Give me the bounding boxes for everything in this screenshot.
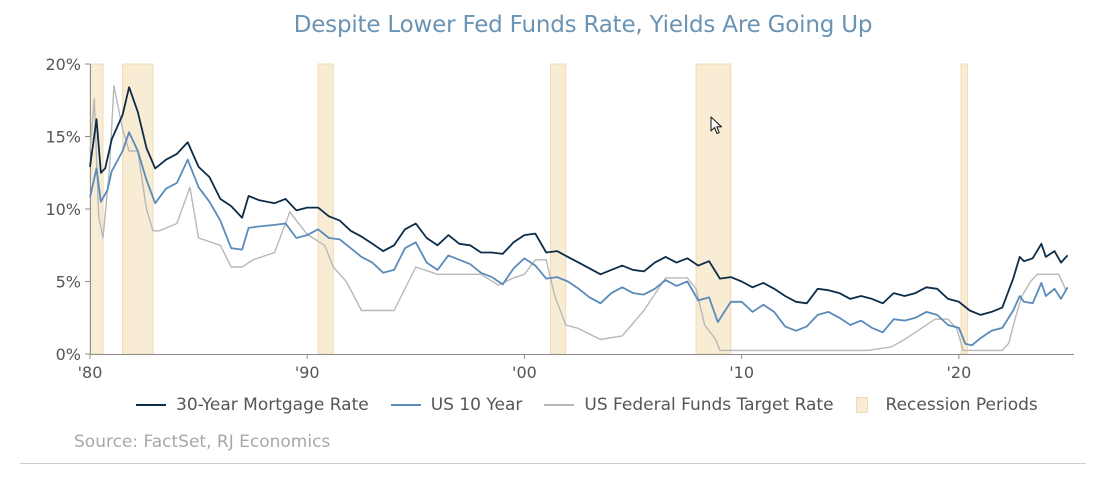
recession-band-1 — [89, 63, 104, 355]
y-tick-label-3: 15% — [45, 128, 81, 147]
source-note: Source: FactSet, RJ Economics — [74, 432, 331, 452]
y-tick-label-1: 5% — [56, 273, 81, 292]
series-lines — [89, 85, 1069, 352]
legend-swatch-mortgage — [136, 403, 166, 407]
series-line-fed-funds — [89, 86, 1069, 316]
x-tick-label-2: '00 — [512, 363, 537, 382]
series-line-10-year — [89, 131, 1069, 347]
legend-item-10-year: US 10 Year — [390, 395, 523, 415]
legend-swatch-fed-funds — [544, 403, 575, 407]
legend-label-mortgage: 30-Year Mortgage Rate — [176, 395, 369, 415]
y-tick-label-0: 0% — [56, 345, 81, 364]
plot-area: 0% 5% 10% 15% 20% '80 '90 '00 '10 '20 — [45, 55, 1074, 382]
legend-swatch-recession — [855, 397, 868, 413]
recession-band-2 — [122, 63, 154, 355]
x-tick-label-4: '20 — [946, 363, 971, 382]
chart-title: Despite Lower Fed Funds Rate, Yields Are… — [293, 12, 873, 38]
legend-item-mortgage: 30-Year Mortgage Rate — [136, 395, 369, 415]
legend-item-recession: Recession Periods — [855, 395, 1038, 415]
legend-label-recession: Recession Periods — [885, 395, 1038, 415]
mouse-cursor-icon — [710, 116, 723, 135]
legend: 30-Year Mortgage Rate US 10 Year US Fede… — [136, 394, 1060, 416]
axis-ticks: 0% 5% 10% 15% 20% '80 '90 '00 '10 '20 — [45, 55, 971, 382]
legend-label-fed-funds: US Federal Funds Target Rate — [584, 395, 834, 415]
y-tick-label-4: 20% — [45, 55, 81, 74]
x-tick-label-3: '10 — [729, 363, 754, 382]
series-line-mortgage — [89, 85, 1068, 352]
legend-swatch-10-year — [390, 403, 421, 407]
recession-band-4 — [550, 63, 567, 355]
recession-band-6 — [960, 63, 969, 355]
legend-label-10-year: US 10 Year — [430, 395, 523, 415]
x-tick-label-0: '80 — [78, 363, 103, 382]
legend-item-fed-funds: US Federal Funds Target Rate — [544, 395, 834, 415]
x-tick-label-1: '90 — [295, 363, 320, 382]
recession-bands — [89, 63, 969, 355]
y-tick-label-2: 10% — [45, 200, 81, 219]
footer-divider — [20, 463, 1086, 464]
